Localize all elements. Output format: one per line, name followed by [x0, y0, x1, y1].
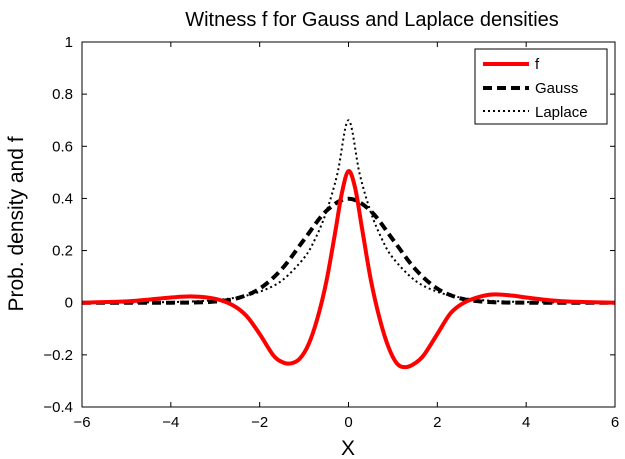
- x-tick-label: −6: [73, 414, 90, 431]
- x-tick-label: −4: [162, 414, 179, 431]
- y-tick-label: 0.6: [52, 138, 73, 155]
- plot-frame: [81, 41, 616, 408]
- legend: f Gauss Laplace: [474, 48, 608, 125]
- series-line-gauss: [81, 196, 616, 305]
- series-line-laplace: [81, 119, 616, 304]
- y-tick-label: 1: [65, 34, 73, 51]
- legend-label-laplace: Laplace: [535, 104, 588, 121]
- x-tick-label: 0: [344, 414, 352, 431]
- y-tick-label: 0.4: [52, 190, 73, 207]
- x-axis-label: X: [341, 437, 355, 459]
- x-tick-label: 2: [433, 414, 441, 431]
- y-axis-label: Prob. density and f: [5, 136, 28, 311]
- plot-series: [81, 119, 616, 370]
- y-axis-ticks: −0.4 −0.2 0 0.2 0.4 0.6 0.8 1: [43, 34, 615, 416]
- y-tick-label: 0: [65, 295, 73, 312]
- chart-title: Witness f for Gauss and Laplace densitie…: [185, 9, 559, 31]
- y-tick-label: −0.2: [43, 347, 73, 364]
- x-tick-label: 6: [611, 414, 619, 431]
- x-tick-label: −2: [251, 414, 268, 431]
- y-tick-label: 0.8: [52, 86, 73, 103]
- y-tick-label: 0.2: [52, 243, 73, 260]
- y-tick-label: −0.4: [43, 399, 73, 416]
- x-tick-label: 4: [522, 414, 530, 431]
- legend-label-gauss: Gauss: [535, 80, 578, 97]
- legend-label-f: f: [535, 56, 540, 73]
- series-line-f: [81, 169, 616, 370]
